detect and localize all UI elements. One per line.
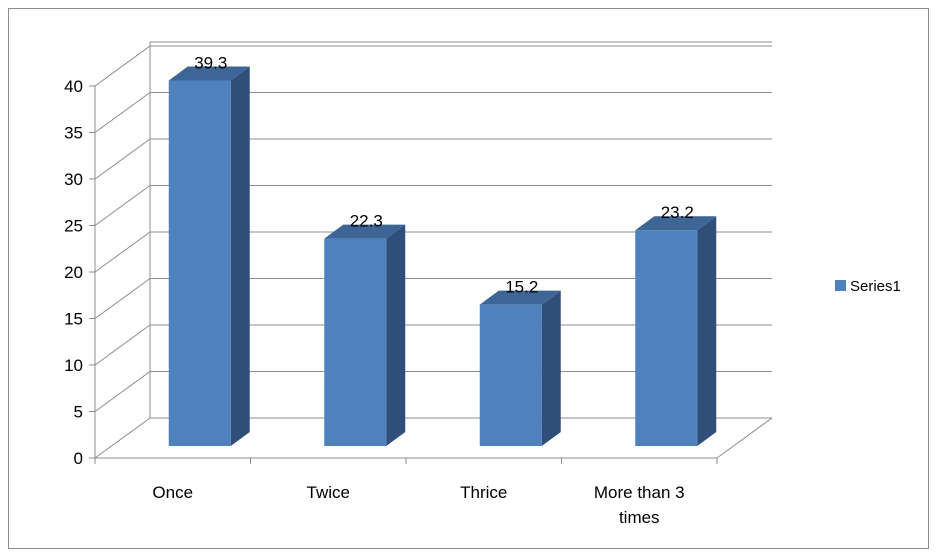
legend-swatch-series1 xyxy=(835,280,846,291)
y-tick-label: 40 xyxy=(64,77,83,96)
bar-top-2 xyxy=(324,224,406,239)
y-tick-label: 30 xyxy=(64,170,83,189)
x-tick-label-line: times xyxy=(619,508,660,527)
side-wall-gridline xyxy=(94,417,151,459)
data-label-1: 39.3 xyxy=(194,54,227,73)
x-tick-label-line: Thrice xyxy=(460,483,507,502)
legend: Series1 xyxy=(835,278,901,295)
y-tick-label: 35 xyxy=(64,124,83,143)
x-tick-label-2: Twice xyxy=(307,483,350,502)
side-wall-gridline xyxy=(94,45,151,87)
y-tick-label: 15 xyxy=(64,310,83,329)
x-tick-label-line: Once xyxy=(152,483,193,502)
bar-top-4 xyxy=(635,216,717,231)
data-label-2: 22.3 xyxy=(350,212,383,231)
bar-top-1 xyxy=(168,66,250,81)
y-tick-label: 25 xyxy=(64,217,83,236)
data-label-4: 23.2 xyxy=(661,203,694,222)
side-wall-gridline xyxy=(94,185,151,226)
y-tick-label: 20 xyxy=(64,263,83,282)
bar-4 xyxy=(635,230,698,446)
side-wall-gridline xyxy=(94,138,151,180)
y-tick-label: 10 xyxy=(64,356,83,375)
bar-3 xyxy=(479,304,542,446)
side-wall-gridline xyxy=(94,324,151,366)
side-wall-gridline xyxy=(94,231,151,273)
bar-2 xyxy=(324,238,387,446)
side-wall-gridline xyxy=(94,278,151,319)
axis-layer: 0 5 10 15 20 25 30 35 40 xyxy=(64,77,773,468)
bar-side-4 xyxy=(697,216,717,446)
x-tick-label-4: More than 3 times xyxy=(594,483,685,527)
x-tick-label-line: More than 3 xyxy=(594,483,685,502)
y-tick-label: 5 xyxy=(74,403,83,422)
legend-label-series1: Series1 xyxy=(850,278,901,295)
bar-1 xyxy=(168,80,231,446)
bar-layer xyxy=(168,66,717,446)
label-layer: 39.3 Once 22.3 Twice 15.2 Thrice 23.2 More than… xyxy=(152,54,693,527)
bar-side-2 xyxy=(386,224,406,446)
floor-right-edge xyxy=(716,417,773,459)
x-tick-label-3: Thrice xyxy=(460,483,507,502)
x-tick-label-line: Twice xyxy=(307,483,350,502)
side-wall-gridline xyxy=(94,371,151,412)
x-tick-label-1: Once xyxy=(152,483,193,502)
bar-side-1 xyxy=(230,66,250,446)
side-wall-gridline xyxy=(94,92,151,133)
y-tick-label: 0 xyxy=(74,449,83,468)
bar-top-3 xyxy=(479,290,561,305)
bar-side-3 xyxy=(541,290,561,446)
data-label-3: 15.2 xyxy=(505,278,538,297)
